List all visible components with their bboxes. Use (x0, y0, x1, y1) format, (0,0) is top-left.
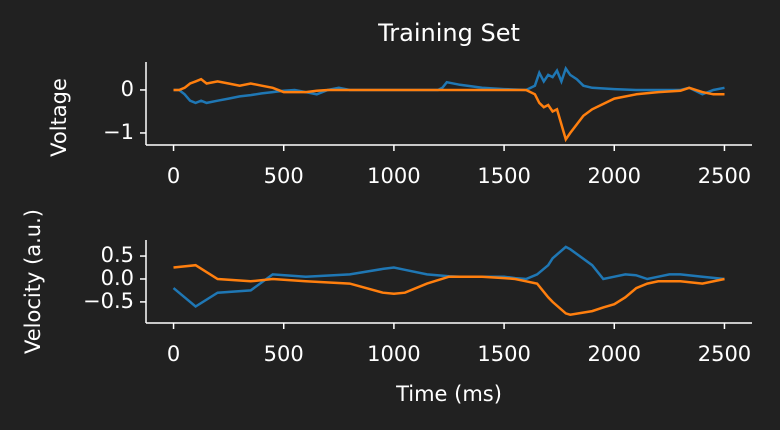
x-tick-label: 1500 (477, 342, 530, 366)
series-line (173, 263, 725, 316)
x-tick-label: 500 (264, 164, 304, 188)
x-axis-label: Time (ms) (395, 382, 502, 406)
x-tick-label: 500 (264, 342, 304, 366)
chart-title: Training Set (377, 19, 520, 47)
y-axis-label: Voltage (47, 78, 71, 157)
x-tick-label: 1000 (367, 164, 420, 188)
y-axis-label: Velocity (a.u.) (21, 209, 45, 354)
y-tick-label: 0.0 (101, 266, 134, 290)
x-tick-label: 0 (167, 164, 180, 188)
x-tick-label: 1000 (367, 342, 420, 366)
y-tick-label: 0 (121, 77, 134, 101)
series-line (172, 245, 725, 309)
y-tick-label: 0.5 (101, 243, 134, 267)
y-tick-label: −1 (103, 120, 134, 144)
y-tick-label: −0.5 (83, 289, 134, 313)
x-tick-label: 2500 (698, 342, 751, 366)
x-tick-label: 1500 (477, 164, 530, 188)
x-tick-label: 2000 (588, 342, 641, 366)
series-line (173, 65, 725, 105)
x-tick-label: 2000 (588, 164, 641, 188)
x-tick-label: 0 (167, 342, 180, 366)
series-line (173, 77, 725, 143)
x-tick-label: 2500 (698, 164, 751, 188)
